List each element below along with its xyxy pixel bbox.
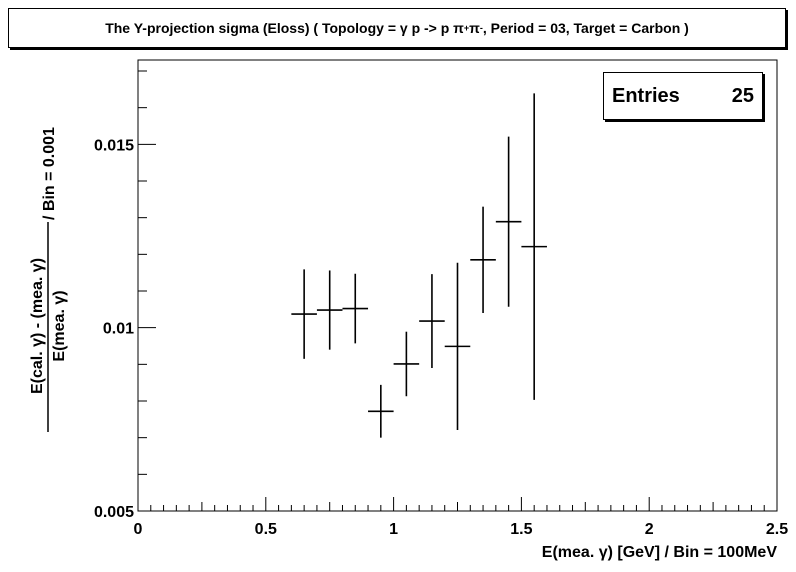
stats-entries-label: Entries xyxy=(612,84,680,107)
data-points xyxy=(291,93,547,438)
stats-entries-value: 25 xyxy=(731,84,754,107)
y-axis-label-denominator: E(mea. γ) xyxy=(51,290,68,361)
x-axis-label: E(mea. γ) [GeV] / Bin = 100MeV xyxy=(542,544,778,561)
y-axis-ticks: 0.005 0.01 0.015 xyxy=(94,70,156,521)
title-prefix: The Y-projection sigma (Eloss) ( Topolog… xyxy=(105,20,464,36)
y-tick-label: 0.005 xyxy=(94,504,134,521)
x-axis-ticks: 0 0.5 1 1.5 2 2.5 xyxy=(134,497,788,538)
x-tick-label: 0 xyxy=(134,521,143,538)
y-tick-label: 0.015 xyxy=(94,137,134,154)
x-tick-label: 1 xyxy=(389,521,398,538)
x-tick-label: 1.5 xyxy=(510,521,532,538)
y-axis-label-numerator: E(cal. γ) - (mea. γ) xyxy=(29,258,46,394)
data-point xyxy=(495,136,522,307)
y-axis-label: E(cal. γ) - (mea. γ) E(mea. γ) / Bin = 0… xyxy=(29,127,68,432)
data-point xyxy=(316,270,343,350)
title-sup-plus: + xyxy=(463,23,470,33)
title-suffix: , Period = 03, Target = Carbon ) xyxy=(482,20,689,36)
plot-title: The Y-projection sigma (Eloss) ( Topolog… xyxy=(8,8,786,48)
y-axis-label-suffix: / Bin = 0.001 xyxy=(41,127,58,220)
data-point xyxy=(368,384,394,438)
x-tick-label: 0.5 xyxy=(255,521,277,538)
title-mid: π xyxy=(469,20,480,36)
data-point xyxy=(291,269,317,359)
y-tick-label: 0.01 xyxy=(103,321,134,338)
data-point xyxy=(342,273,369,344)
data-point xyxy=(521,93,547,400)
data-point xyxy=(419,274,445,368)
x-tick-label: 2 xyxy=(645,521,654,538)
stats-box: Entries 25 xyxy=(603,72,763,120)
data-point xyxy=(444,262,471,430)
data-point xyxy=(393,331,420,397)
data-point xyxy=(470,206,496,313)
title-sup-minus: - xyxy=(479,23,483,33)
x-tick-label: 2.5 xyxy=(766,521,788,538)
